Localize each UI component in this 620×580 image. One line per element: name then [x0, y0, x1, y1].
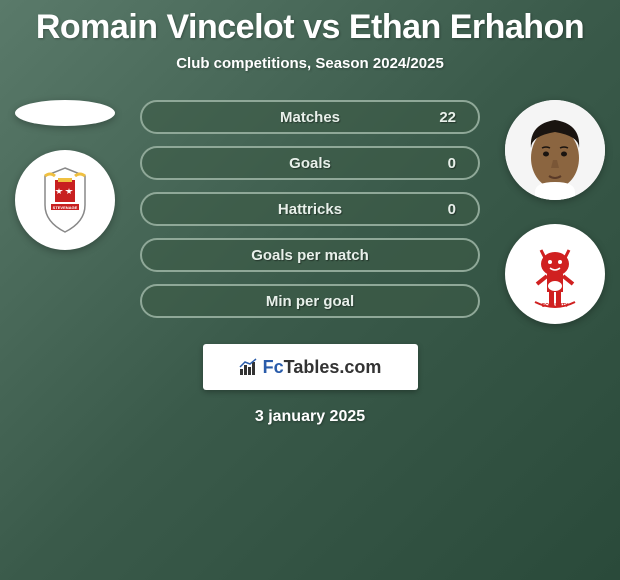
crest-icon: STEVENAGE — [25, 160, 105, 240]
stat-row-matches: Matches 22 — [140, 100, 480, 134]
stat-value: 0 — [448, 155, 456, 172]
logo-text: FcTables.com — [263, 357, 382, 378]
stat-label: Goals per match — [251, 247, 369, 264]
stat-value: 22 — [439, 109, 456, 126]
player-face-icon — [505, 100, 605, 200]
crest-icon: COLN CITY — [515, 234, 595, 314]
page-title: Romain Vincelot vs Ethan Erhahon — [10, 8, 610, 47]
stat-label: Matches — [280, 109, 340, 126]
player-right-avatar — [505, 100, 605, 200]
stat-row-goals-per-match: Goals per match — [140, 238, 480, 272]
comparison-area: STEVENAGE Matches 22 Goals 0 Hattricks 0… — [10, 100, 610, 324]
club-left-badge: STEVENAGE — [15, 150, 115, 250]
stat-row-min-per-goal: Min per goal — [140, 284, 480, 318]
stat-label: Min per goal — [266, 293, 354, 310]
svg-text:STEVENAGE: STEVENAGE — [53, 205, 78, 210]
stat-row-goals: Goals 0 — [140, 146, 480, 180]
stat-value: 0 — [448, 201, 456, 218]
stat-label: Goals — [289, 155, 331, 172]
site-logo: FcTables.com — [203, 344, 418, 390]
player-right-column: COLN CITY — [500, 100, 610, 324]
player-left-avatar — [15, 100, 115, 126]
svg-text:COLN CITY: COLN CITY — [542, 303, 570, 309]
club-right-badge: COLN CITY — [505, 224, 605, 324]
stat-label: Hattricks — [278, 201, 342, 218]
subtitle: Club competitions, Season 2024/2025 — [10, 55, 610, 72]
stats-column: Matches 22 Goals 0 Hattricks 0 Goals per… — [140, 100, 480, 318]
stat-row-hattricks: Hattricks 0 — [140, 192, 480, 226]
date-line: 3 january 2025 — [10, 408, 610, 426]
chart-icon — [239, 358, 259, 376]
player-left-column: STEVENAGE — [10, 100, 120, 250]
